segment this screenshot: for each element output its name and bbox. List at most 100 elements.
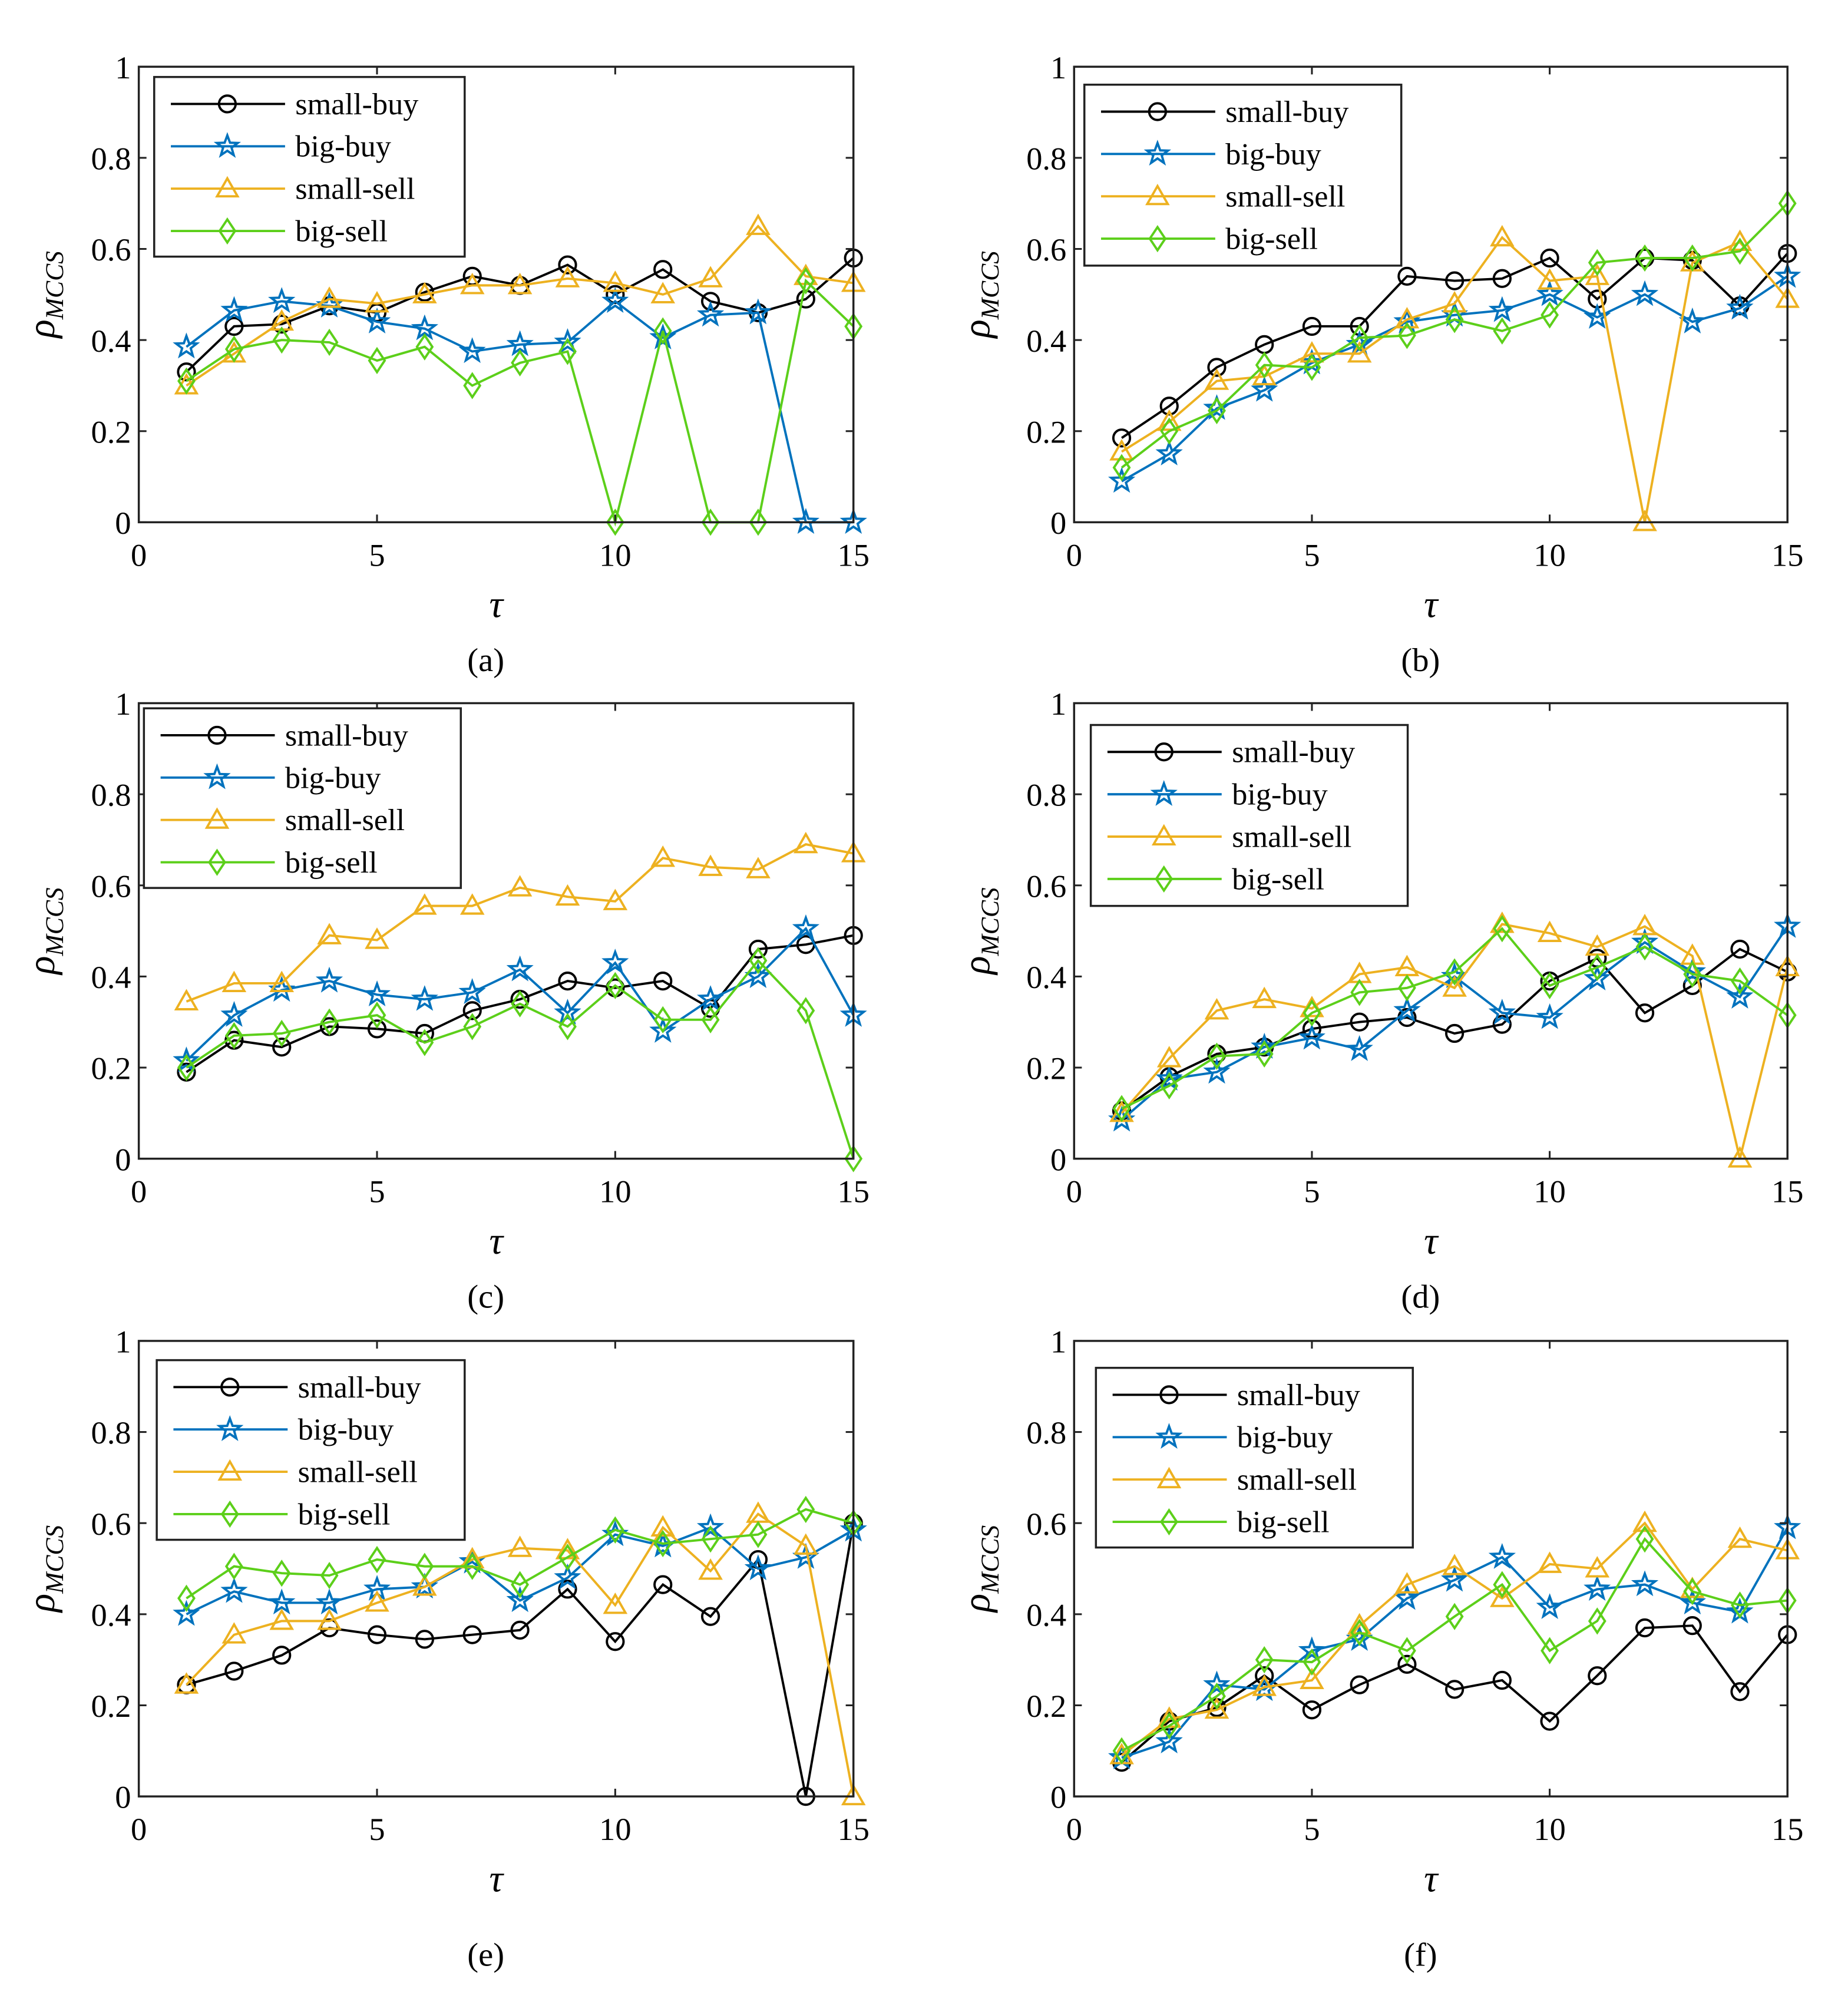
data-point: [458, 337, 486, 364]
data-point: [222, 970, 247, 993]
data-point: [507, 272, 533, 295]
data-point: [1492, 1670, 1512, 1690]
x-tick-label: 10: [1533, 1174, 1565, 1210]
data-point: [1731, 1591, 1749, 1619]
x-tick-label: 0: [1066, 1174, 1082, 1210]
legend-box: [153, 75, 466, 258]
data-point: [315, 1588, 343, 1615]
legend-label: big-sell: [285, 845, 378, 880]
triangle-legend-marker: [1156, 1466, 1182, 1489]
data-point: [1208, 1682, 1226, 1710]
data-point: [839, 508, 867, 534]
diamond-legend-marker: [220, 1500, 239, 1528]
data-point: [1588, 1607, 1606, 1635]
data-point: [749, 1521, 768, 1548]
panel-label: (b): [1401, 642, 1440, 679]
data-point: [1588, 249, 1606, 276]
data-point: [1635, 1525, 1654, 1553]
plot-area: [1108, 1510, 1801, 1772]
x-tick-label: 0: [1066, 1811, 1082, 1847]
legend-label: big-sell: [295, 214, 388, 248]
data-point: [1155, 1727, 1183, 1754]
data-point: [1255, 1666, 1274, 1686]
series-big-buy: [1108, 912, 1801, 1132]
data-point: [1160, 1072, 1179, 1100]
data-point: [174, 1672, 199, 1694]
legend-label: big-sell: [1237, 1505, 1330, 1539]
legend-entry-small-buy: small-buy: [160, 718, 408, 752]
data-point: [1490, 224, 1515, 247]
legend-entry-big-sell: big-sell: [173, 1497, 390, 1531]
legend-label: small-buy: [1237, 1378, 1360, 1412]
x-tick-label: 5: [1304, 537, 1320, 573]
y-tick-label: 0.6: [1026, 1506, 1066, 1542]
data-point: [653, 1529, 672, 1558]
data-point: [511, 349, 530, 376]
panel-label: (d): [1401, 1278, 1440, 1315]
data-point: [506, 955, 534, 982]
data-point: [749, 947, 768, 974]
data-point: [1683, 960, 1702, 988]
data-point: [701, 1006, 720, 1033]
data-point: [1251, 1032, 1278, 1059]
data-point: [367, 1019, 387, 1039]
data-point: [698, 266, 723, 288]
data-point: [1207, 358, 1227, 377]
data-point: [558, 255, 577, 275]
data-point: [1251, 376, 1278, 402]
data-point: [363, 307, 391, 333]
data-point: [1155, 1065, 1183, 1091]
data-point: [1631, 1570, 1659, 1597]
circle-legend-marker: [217, 94, 237, 114]
data-point: [653, 1575, 673, 1594]
data-point: [415, 1630, 434, 1649]
legend: small-buy big-buy small-sell big-sell: [156, 1359, 466, 1541]
y-axis-label: ρMCCS: [956, 887, 1004, 976]
data-point: [1492, 269, 1512, 288]
star-legend-marker: [203, 763, 231, 789]
axes-box: [137, 65, 855, 524]
y-tick-label: 0.8: [91, 1415, 131, 1451]
axes-box: [1073, 1340, 1789, 1798]
data-point: [1678, 307, 1707, 333]
data-point: [1585, 263, 1610, 285]
legend-label: big-sell: [298, 1497, 391, 1531]
legend-label: small-buy: [1225, 95, 1348, 129]
data-point: [1300, 1667, 1324, 1689]
y-axis-label-symbol: ρ: [21, 1594, 63, 1613]
series-big-buy: [173, 287, 867, 534]
data-point: [698, 854, 723, 876]
data-point: [1540, 248, 1559, 268]
data-point: [749, 508, 768, 536]
y-axis-label: ρMCCS: [21, 1525, 69, 1614]
data-point: [220, 296, 248, 322]
data-point: [1350, 1675, 1369, 1694]
legend: small-buy big-buy small-sell big-sell: [143, 707, 462, 889]
series-line: [185, 1512, 855, 1797]
y-tick-label: 0.6: [91, 1506, 131, 1542]
x-tick-label: 5: [1304, 1174, 1320, 1210]
series-small-sell: [1109, 1510, 1800, 1765]
data-point: [510, 1620, 530, 1640]
data-point: [220, 1000, 248, 1027]
data-point: [746, 213, 771, 235]
x-axis-label: τ: [1424, 1220, 1439, 1263]
legend-entry-small-sell: small-sell: [173, 1455, 418, 1489]
legend-label: small-buy: [298, 1370, 421, 1405]
data-point: [507, 875, 533, 897]
x-tick-label: 15: [1771, 537, 1803, 573]
data-point: [462, 1625, 482, 1644]
data-point: [1109, 439, 1134, 461]
data-point: [1583, 1575, 1611, 1601]
subplot-a: 0 5 10 15 0 0.2 0.4 0.6 0.8 1 τ ρMCCS (a) small-buy bi…: [21, 49, 870, 679]
legend-entry-big-sell: big-sell: [1112, 1505, 1330, 1539]
data-point: [1445, 271, 1464, 290]
data-point: [1683, 244, 1702, 272]
data-point: [653, 972, 673, 991]
y-tick-label: 0.2: [91, 1688, 131, 1724]
data-point: [1635, 1618, 1655, 1638]
data-point: [697, 300, 725, 327]
panel-label: (a): [467, 642, 504, 679]
data-point: [1488, 999, 1516, 1025]
series-small-sell: [1109, 911, 1800, 1168]
